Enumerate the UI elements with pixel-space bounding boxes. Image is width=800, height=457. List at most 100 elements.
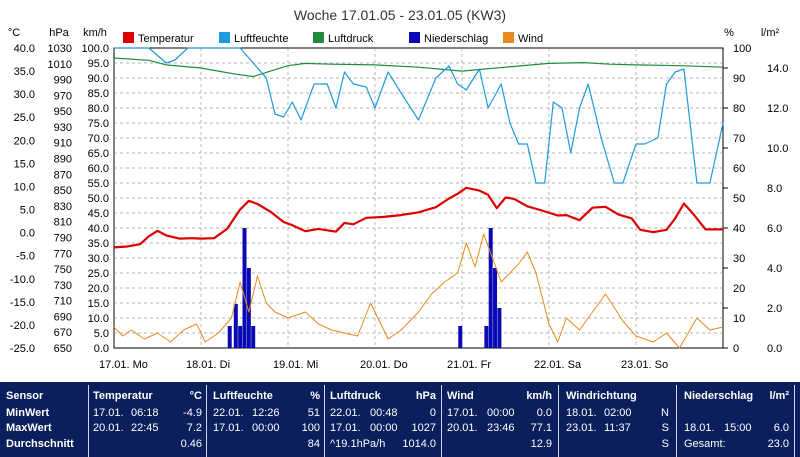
pressure-tick-label: 850 — [54, 185, 72, 197]
stats-rain-max-value: 6.0 — [773, 422, 789, 434]
humidity-tick-label: 50 — [733, 193, 745, 205]
wind-tick-label: 35.0 — [88, 238, 109, 250]
rain-bar — [233, 304, 238, 348]
legend-label-rain: Niederschlag — [424, 33, 488, 45]
temp-unit-label: °C — [8, 27, 20, 39]
stats-temperature-max-value: 7.2 — [186, 422, 202, 434]
stats-rain-max-time: 15:00 — [724, 422, 752, 434]
rain-bar — [497, 308, 502, 348]
stats-humidity-unit: % — [310, 390, 320, 402]
stats-temperature-min-value: -4.9 — [183, 407, 202, 419]
legend-label-pressure: Luftdruck — [328, 33, 374, 45]
rain-tick-label: 12.0 — [767, 103, 788, 115]
stats-max-label: MaxWert — [6, 422, 52, 434]
rain-unit-label: l/m² — [761, 27, 780, 39]
wind-tick-label: 45.0 — [88, 208, 109, 220]
stats-separator — [206, 385, 207, 457]
stats-pressure-max-time: 00:00 — [370, 422, 398, 434]
humidity-tick-label: 30 — [733, 253, 745, 265]
stats-pressure-min-time: 00:48 — [370, 407, 398, 419]
temp-tick-label: 0.0 — [20, 228, 35, 240]
temp-tick-label: -20.0 — [10, 320, 35, 332]
stats-pressure-min-date: 22.01. — [330, 407, 361, 419]
wind-tick-label: 25.0 — [88, 268, 109, 280]
stats-sensor-header: Sensor — [6, 390, 44, 402]
x-tick-label: 18.01. Di — [186, 359, 230, 371]
stats-separator — [441, 385, 442, 457]
wind-tick-label: 75.0 — [88, 118, 109, 130]
rain-bar — [488, 228, 493, 348]
stats-rain-unit: l/m² — [769, 390, 789, 402]
stats-humidity-max-time: 00:00 — [252, 422, 280, 434]
stats-temperature-avg-value: 0.46 — [180, 438, 202, 450]
rain-bar — [227, 326, 232, 348]
stats-separator — [676, 385, 677, 457]
temp-tick-label: 40.0 — [14, 43, 35, 55]
rain-bar — [493, 268, 498, 348]
temp-tick-label: -10.0 — [10, 274, 35, 286]
stats-wind-direction-min-time: 02:00 — [604, 407, 632, 419]
wind-tick-label: 60.0 — [88, 163, 109, 175]
wind-tick-label: 5.0 — [94, 328, 109, 340]
rain-tick-label: 2.0 — [767, 303, 782, 315]
temp-tick-label: -5.0 — [16, 251, 35, 263]
pressure-tick-label: 810 — [54, 217, 72, 229]
legend-swatch-pressure — [313, 32, 324, 43]
rain-tick-label: 0.0 — [767, 343, 782, 355]
plot-area — [113, 47, 724, 349]
humidity-tick-label: 80 — [733, 103, 745, 115]
pressure-tick-label: 730 — [54, 280, 72, 292]
temperature-line — [113, 186, 723, 249]
humidity-unit-label: % — [724, 27, 734, 39]
stats-humidity-avg-value: 84 — [307, 438, 320, 450]
pressure-tick-label: 670 — [54, 327, 72, 339]
stats-avg-label: Durchschnitt — [6, 438, 74, 450]
wind-unit-label: km/h — [83, 27, 107, 39]
pressure-tick-label: 990 — [54, 75, 72, 87]
x-tick-label: 21.01. Fr — [447, 359, 491, 371]
stats-wind-min-time: 00:00 — [487, 407, 515, 419]
rain-tick-label: 14.0 — [767, 63, 788, 75]
stats-wind-min-date: 17.01. — [447, 407, 478, 419]
stats-wind-direction-max-date: 23.01. — [566, 422, 597, 434]
legend-swatch-rain — [409, 32, 420, 43]
stats-pressure: Luftdruck hPa 22.01. 00:48 0 17.01. 00:0… — [325, 382, 441, 457]
stats-wind-direction-max-value: S — [661, 422, 669, 434]
humidity-tick-label: 10 — [733, 313, 745, 325]
stats-wind-direction-max-time: 11:37 — [604, 422, 631, 434]
stats-temperature-max-time: 22:45 — [131, 422, 159, 434]
stats-wind-avg-value: 12.9 — [530, 438, 552, 450]
stats-wind-direction-header: Windrichtung — [566, 390, 637, 402]
stats-humidity-max-date: 17.01. — [213, 422, 244, 434]
wind-tick-label: 50.0 — [88, 193, 109, 205]
wind-tick-label: 90.0 — [88, 73, 109, 85]
pressure-tick-label: 690 — [54, 311, 72, 323]
stats-wind: Wind km/h 17.01. 00:00 0.0 20.01. 23:46 … — [442, 382, 558, 457]
stats-rain-total-value: 23.0 — [767, 438, 789, 450]
stats-wind-direction: Windrichtung 18.01. 02:00 N 23.01. 11:37… — [559, 382, 676, 457]
stats-temperature: Temperatur °C 17.01. 06:18 -4.9 20.01. 2… — [89, 382, 206, 457]
stats-pressure-avg-value: 1014.0 — [402, 438, 436, 450]
legend-label-temperature: Temperatur — [138, 33, 194, 45]
stats-wind-direction-avg-value: S — [661, 438, 669, 450]
temp-tick-label: -25.0 — [10, 343, 35, 355]
humidity-tick-label: 20 — [733, 283, 745, 295]
x-tick-label: 22.01. Sa — [534, 359, 582, 371]
stats-humidity-header: Luftfeuchte — [213, 390, 273, 402]
stats-separator — [558, 385, 559, 457]
stats-rain-header: Niederschlag — [684, 390, 754, 402]
pressure-tick-label: 650 — [54, 343, 72, 355]
x-tick-label: 23.01. So — [621, 359, 668, 371]
stats-wind-header: Wind — [447, 390, 474, 402]
pressure-tick-label: 1010 — [48, 59, 72, 71]
weather-chart: Woche 17.01.05 - 23.01.05 (KW3) Temperat… — [8, 7, 789, 371]
axis-ticks: 40.0 35.0 30.0 25.0 20.0 15.0 10.0 5.0 0.0 -5.0 -1… — [10, 43, 789, 371]
stats-pressure-trend: ^19.1hPa/h — [330, 438, 386, 450]
rain-bar — [238, 326, 243, 348]
pressure-tick-label: 710 — [54, 296, 72, 308]
stats-humidity-max-value: 100 — [301, 422, 320, 434]
temp-tick-label: 20.0 — [14, 135, 35, 147]
wind-tick-label: 95.0 — [88, 58, 109, 70]
stats-humidity-min-date: 22.01. — [213, 407, 244, 419]
wind-tick-label: 20.0 — [88, 283, 109, 295]
